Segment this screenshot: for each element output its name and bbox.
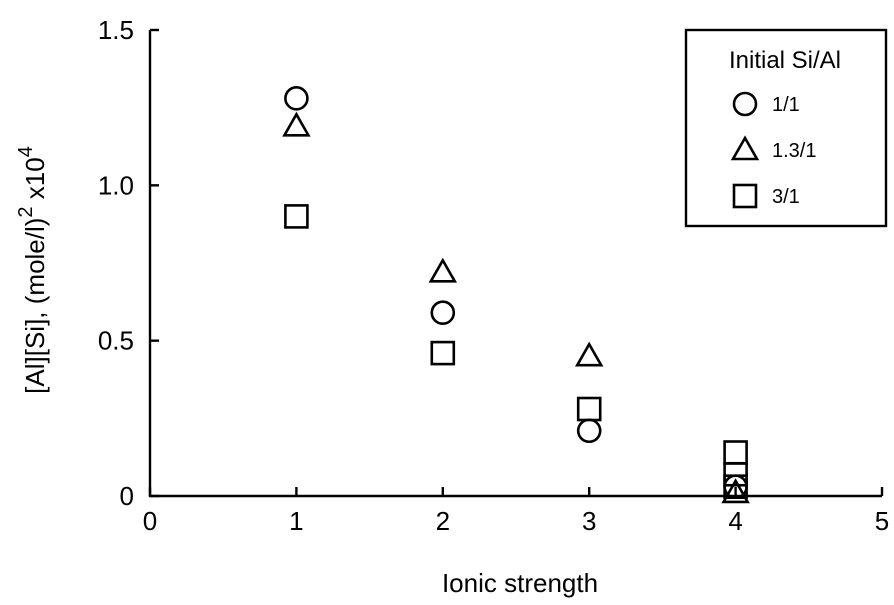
data-point-triangle bbox=[721, 478, 750, 504]
data-point-square bbox=[284, 204, 309, 229]
y-axis-label-exp1: 2 bbox=[15, 206, 37, 217]
legend-entry-label: 1.3/1 bbox=[772, 140, 816, 162]
y-axis-label-mid: x10 bbox=[20, 157, 50, 206]
legend: Initial Si/Al 1/1 1.3/1 3/1 bbox=[684, 28, 888, 228]
data-point-triangle bbox=[282, 111, 311, 137]
y-tick-label: 1.5 bbox=[98, 15, 134, 45]
x-tick-label: 0 bbox=[143, 506, 157, 536]
y-tick-label: 0.5 bbox=[98, 326, 134, 356]
data-point-triangle bbox=[428, 257, 458, 283]
legend-entries: 1/1 1.3/1 3/1 bbox=[730, 91, 816, 209]
x-axis-label: Ionic strength bbox=[442, 568, 598, 598]
data-point-circle bbox=[576, 418, 602, 444]
data-point-square bbox=[723, 440, 748, 465]
legend-title: Initial Si/Al bbox=[729, 47, 841, 74]
legend-box bbox=[684, 28, 888, 228]
y-axis-label-main: [Al][Si], (mole/l) bbox=[20, 218, 50, 394]
x-tick-label: 4 bbox=[728, 506, 742, 536]
x-tick-label: 2 bbox=[436, 506, 450, 536]
data-marks bbox=[282, 86, 750, 504]
legend-marker-square bbox=[732, 183, 758, 209]
axes: 0 1 2 3 4 5 0 0.5 1.0 1.5 bbox=[98, 15, 889, 536]
y-tick-label: 0 bbox=[120, 481, 134, 511]
legend-marker-triangle bbox=[730, 135, 760, 161]
legend-marker-circle bbox=[732, 91, 758, 117]
data-point-square bbox=[576, 396, 602, 422]
data-point-circle bbox=[430, 300, 456, 326]
y-axis-label-exp2: 4 bbox=[15, 146, 37, 157]
y-tick-label: 1.0 bbox=[98, 170, 134, 200]
data-point-square bbox=[723, 461, 748, 487]
data-point-circle bbox=[284, 86, 309, 111]
y-axis-label: [Al][Si], (mole/l)2 x104 bbox=[15, 146, 50, 394]
x-tick-label: 3 bbox=[582, 506, 596, 536]
x-tick-label: 5 bbox=[875, 506, 889, 536]
x-tick-label: 1 bbox=[289, 506, 303, 536]
legend-entry-label: 3/1 bbox=[772, 186, 800, 208]
data-point-triangle bbox=[574, 341, 604, 367]
legend-entry-label: 1/1 bbox=[772, 94, 800, 116]
data-point-square bbox=[723, 474, 748, 499]
data-point-square bbox=[430, 340, 456, 366]
